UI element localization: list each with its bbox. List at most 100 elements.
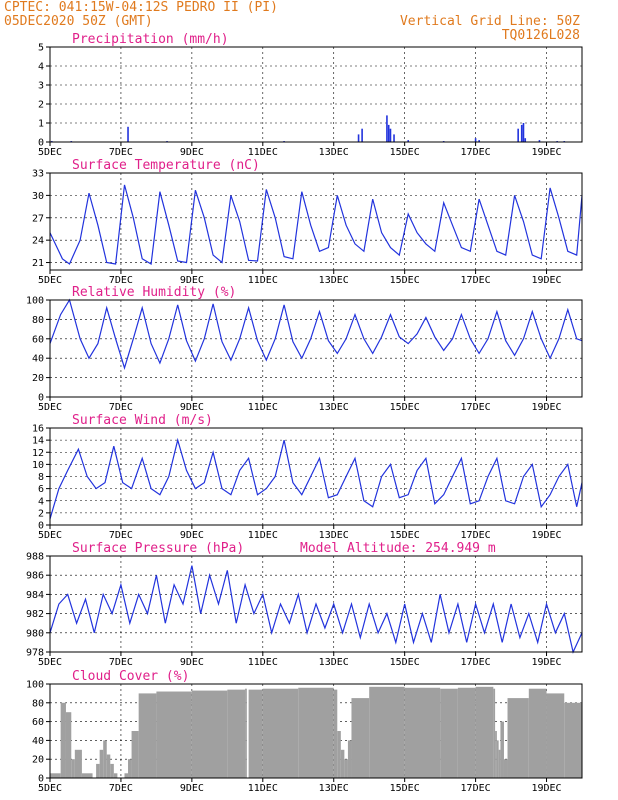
x-tick-label: 15DEC (390, 530, 420, 541)
x-tick-label: 13DEC (319, 530, 349, 541)
cloud-bar (564, 702, 582, 778)
precip-bar (357, 134, 360, 142)
x-tick-label: 7DEC (109, 147, 133, 158)
x-tick-label: 5DEC (38, 402, 62, 413)
panel-subtitle: Model Altitude: 254.949 m (300, 541, 496, 556)
y-tick-label: 986 (26, 571, 44, 582)
y-tick-label: 27 (32, 213, 44, 224)
y-tick-label: 4 (38, 496, 44, 507)
series-line (49, 184, 583, 265)
series-line (49, 565, 583, 654)
y-tick-label: 982 (26, 609, 44, 620)
x-tick-label: 13DEC (319, 402, 349, 413)
series-line (49, 298, 583, 370)
precip-bar (393, 134, 395, 142)
panel-title: Surface Wind (m/s) (72, 413, 213, 428)
cloud-bar (475, 686, 494, 778)
series-line (49, 437, 583, 520)
y-tick-label: 14 (32, 436, 44, 447)
cloud-bar (528, 688, 547, 778)
cloud-bar (340, 749, 345, 778)
x-tick-label: 5DEC (38, 530, 62, 541)
cloud-bar (50, 773, 61, 778)
cloud-bar (65, 712, 72, 778)
y-tick-label: 6 (38, 484, 44, 495)
x-tick-label: 5DEC (38, 275, 62, 286)
y-tick-label: 60 (32, 717, 44, 728)
precip-bar (386, 115, 388, 142)
y-tick-label: 0 (38, 393, 44, 404)
precip-bar (524, 138, 527, 142)
y-tick-label: 16 (32, 424, 44, 435)
x-tick-label: 9DEC (180, 147, 204, 158)
cloud-bar (110, 763, 114, 778)
x-tick-label: 13DEC (319, 783, 349, 794)
cloud-bar (138, 693, 157, 778)
y-tick-label: 3 (38, 81, 44, 92)
cloud-bar (262, 688, 299, 778)
panel-2: 0 20 40 60 80 100 5DEC 7DEC 9DEC 11DEC 13DEC 15DEC 1… (26, 285, 583, 413)
x-tick-label: 17DEC (461, 147, 491, 158)
y-tick-label: 20 (32, 373, 44, 384)
y-tick-label: 40 (32, 736, 44, 747)
x-tick-label: 7DEC (109, 530, 133, 541)
header-model-code: TQ0126L028 (502, 28, 580, 43)
precip-bar (361, 128, 363, 142)
cloud-bar (191, 690, 228, 778)
cloud-bar (298, 687, 334, 778)
x-tick-label: 9DEC (180, 783, 204, 794)
y-tick-label: 10 (32, 460, 44, 471)
y-tick-label: 24 (32, 236, 44, 247)
cloud-bar (227, 689, 246, 778)
x-tick-label: 17DEC (461, 530, 491, 541)
cloud-bar (113, 773, 118, 778)
x-tick-label: 19DEC (531, 275, 561, 286)
precip-bar (520, 124, 523, 142)
x-tick-label: 19DEC (531, 402, 561, 413)
y-tick-label: 978 (26, 648, 44, 659)
cloud-bar (81, 773, 93, 778)
x-tick-label: 7DEC (109, 402, 133, 413)
cloud-bar (245, 688, 247, 778)
panel-5: 0 20 40 60 80 100 5DEC 7DEC 9DEC 11DEC 13DEC 15DEC 1… (26, 669, 583, 794)
x-tick-label: 7DEC (109, 657, 133, 668)
y-tick-label: 21 (32, 258, 44, 269)
x-tick-label: 17DEC (461, 783, 491, 794)
precip-bar (127, 126, 129, 142)
precip-bar (407, 140, 410, 142)
x-tick-label: 11DEC (248, 275, 278, 286)
cloud-bar (71, 759, 75, 778)
x-tick-label: 15DEC (390, 147, 420, 158)
cloud-bar (503, 759, 508, 778)
y-tick-label: 100 (26, 296, 44, 307)
x-tick-label: 7DEC (109, 275, 133, 286)
x-tick-label: 11DEC (248, 147, 278, 158)
precip-bar (474, 138, 477, 142)
y-tick-label: 60 (32, 334, 44, 345)
cloud-bar (404, 687, 441, 778)
cloud-bar (74, 749, 82, 778)
y-tick-label: 980 (26, 628, 44, 639)
cloud-bar (333, 689, 338, 778)
y-tick-label: 12 (32, 448, 44, 459)
y-tick-label: 20 (32, 755, 44, 766)
x-tick-label: 15DEC (390, 783, 420, 794)
x-tick-label: 7DEC (109, 783, 133, 794)
plot-frame (49, 46, 583, 143)
cloud-bar (337, 731, 341, 778)
cloud-bar (99, 749, 104, 778)
cloud-bar (507, 698, 529, 778)
cloud-bar (103, 740, 107, 778)
x-tick-label: 13DEC (319, 147, 349, 158)
y-tick-label: 988 (26, 552, 44, 563)
x-tick-label: 19DEC (531, 783, 561, 794)
precip-bar (517, 128, 519, 142)
plot-frame (49, 299, 583, 398)
y-tick-label: 33 (32, 169, 44, 180)
y-tick-label: 40 (32, 354, 44, 365)
cloud-bar (347, 740, 352, 778)
x-tick-label: 13DEC (319, 657, 349, 668)
cloud-bar (248, 689, 263, 778)
x-tick-label: 5DEC (38, 657, 62, 668)
